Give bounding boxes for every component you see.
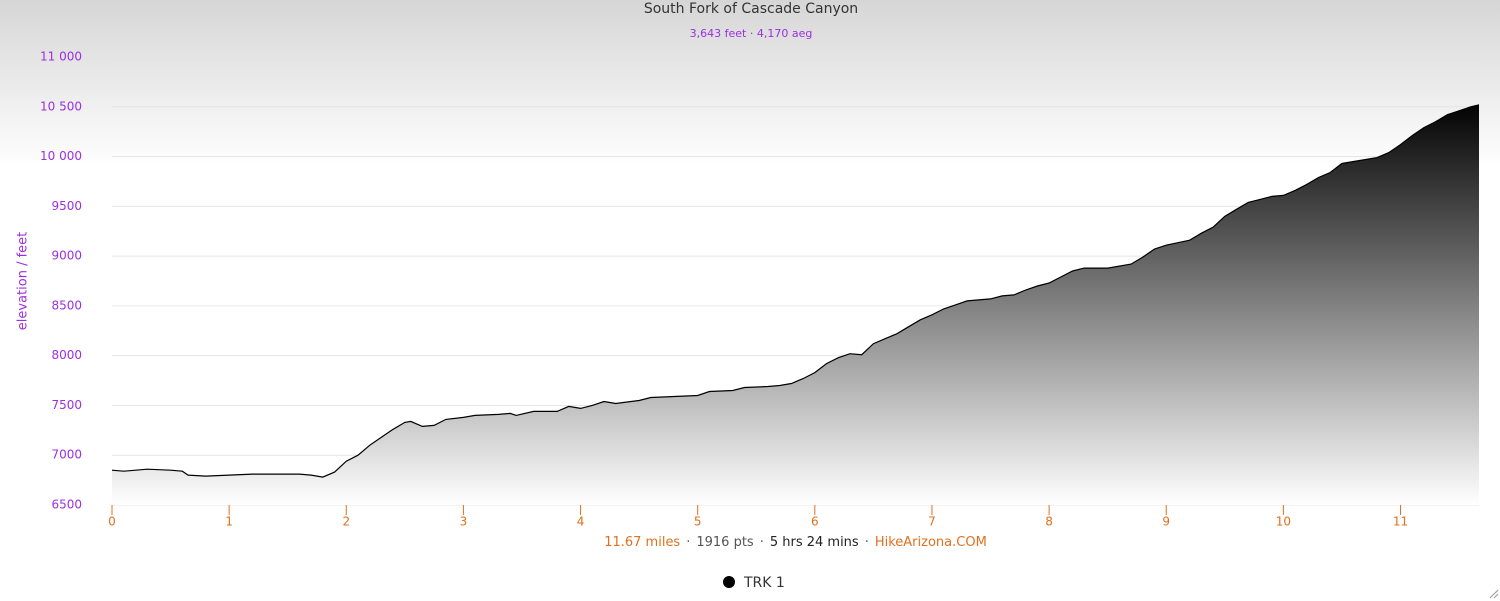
- x-tick-label: 5: [694, 515, 702, 529]
- x-tick-label: 9: [1162, 515, 1170, 529]
- x-tick-label: 0: [108, 515, 116, 529]
- legend-label[interactable]: TRK 1: [743, 575, 785, 591]
- footer-separator: ·: [759, 535, 764, 550]
- x-tick-label: 1: [225, 515, 233, 529]
- y-tick-label: 10 500: [40, 99, 82, 113]
- y-axis-title: elevation / feet: [16, 232, 31, 330]
- chart-subtitle: 3,643 feet · 4,170 aeg: [690, 27, 813, 40]
- line: [111, 104, 1480, 478]
- y-tick-label: 8000: [51, 348, 82, 362]
- legend-symbol[interactable]: [723, 576, 735, 588]
- x-tick-label: 8: [1045, 515, 1053, 529]
- x-tick-label: 7: [928, 515, 936, 529]
- footer-item: 11.67 miles: [604, 535, 681, 550]
- area: [112, 104, 1479, 506]
- resize-handle: [1489, 589, 1499, 599]
- footer-item: 1916 pts: [696, 535, 754, 550]
- x-tick-label: 4: [577, 515, 585, 529]
- x-tick-label: 11: [1393, 515, 1408, 529]
- y-tick-label: 9500: [51, 199, 82, 213]
- chart-title: South Fork of Cascade Canyon: [644, 1, 858, 17]
- y-tick-label: 6500: [51, 498, 82, 512]
- footer-item: 5 hrs 24 mins: [769, 535, 859, 550]
- footer-item: HikeArizona.COM: [874, 535, 987, 550]
- x-tick-label: 6: [811, 515, 819, 529]
- y-tick-label: 7000: [51, 448, 82, 462]
- y-tick-label: 11 000: [40, 50, 82, 64]
- y-tick-label: 9000: [51, 249, 82, 263]
- footer-separator: ·: [864, 535, 869, 550]
- x-tick-label: 10: [1276, 515, 1291, 529]
- footer: 11.67 miles · 1916 pts · 5 hrs 24 mins · HikeA…: [112, 535, 1479, 550]
- x-tick-label: 3: [460, 515, 468, 529]
- footer-separator: ·: [686, 535, 691, 550]
- x-tick-label: 2: [342, 515, 350, 529]
- y-tick-label: 7500: [51, 398, 82, 412]
- y-tick-label: 8500: [51, 298, 82, 312]
- y-tick-label: 10 000: [40, 149, 82, 163]
